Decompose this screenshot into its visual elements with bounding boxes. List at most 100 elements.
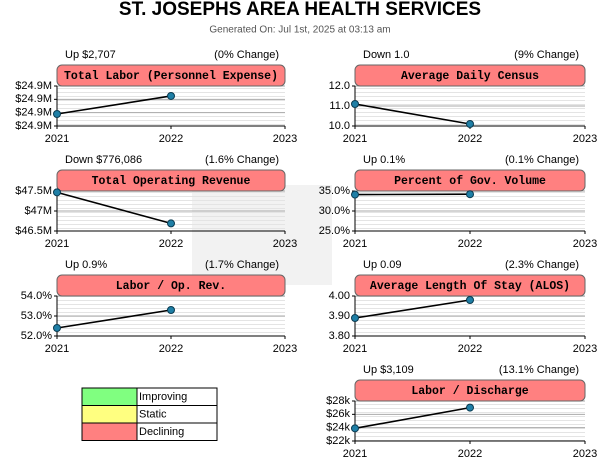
data-point [466,190,474,199]
x-tick-label: 2022 [458,448,482,460]
y-tick-label: $47M [24,205,52,217]
x-tick-label: 2021 [45,343,69,355]
y-tick-label: $46.5M [15,225,52,237]
x-tick-label: 2022 [458,343,482,355]
change-text: Up 0.09 [363,259,402,271]
data-point [466,403,474,412]
change-percent: (2.3% Change) [505,259,579,271]
chart-title: Total Operating Revenue [92,175,251,188]
data-point [351,190,359,199]
x-tick-label: 2023 [573,343,597,355]
y-tick-label: 54.0% [21,290,52,302]
x-tick-label: 2022 [159,238,183,250]
data-line [354,299,471,319]
header-box [56,274,286,297]
y-tick-label: 11.0 [329,100,350,112]
y-tick-label: 3.90 [329,310,350,322]
data-point [466,120,474,128]
y-tick-label: $26k [326,408,350,420]
y-tick-label: $47.5M [15,185,52,197]
change-percent: (1.7% Change) [205,259,279,271]
change-text: Up $2,707 [65,49,116,61]
change-percent: (0.1% Change) [505,154,579,166]
data-line [354,103,471,125]
change-percent: (0% Change) [214,49,279,61]
x-tick-label: 2021 [343,448,367,460]
x-tick-label: 2023 [573,238,597,250]
change-text: Down 1.0 [363,49,409,61]
y-tick-label: $24.9M [15,80,52,92]
x-tick-label: 2022 [458,133,482,145]
y-tick-label: $28k [326,395,350,407]
header-box [56,169,286,192]
y-tick-label: 10.0 [329,120,350,132]
legend-swatch [81,422,138,441]
y-tick-label: 3.80 [329,330,350,342]
change-text: Down $776,086 [65,154,142,166]
x-tick-label: 2022 [458,238,482,250]
data-point [466,296,474,304]
y-tick-label: $24.9M [15,107,52,119]
data-point [351,424,359,433]
y-tick-label: $22k [326,435,350,447]
y-tick-label: 12.0 [329,80,350,92]
y-tick-label: $24.9M [15,93,52,105]
x-tick-label: 2022 [159,133,183,145]
y-tick-label: $24.9M [15,120,52,132]
chart-title: Percent of Gov. Volume [394,175,546,188]
y-tick-label: $24k [326,422,350,434]
legend-swatch [81,387,138,406]
data-point [167,306,175,314]
data-line [56,191,172,225]
chart-title: Average Length Of Stay (ALOS) [370,280,570,293]
x-tick-label: 2021 [45,238,69,250]
data-point [53,188,61,197]
y-tick-label: 35.0% [319,185,350,197]
y-tick-label: 4.00 [329,290,350,302]
header-box [56,64,286,87]
legend-label: Static [139,408,167,420]
data-point [167,219,175,228]
x-tick-label: 2021 [45,133,69,145]
x-tick-label: 2023 [573,133,597,145]
y-tick-label: 53.0% [21,310,52,322]
change-percent: (13.1% Change) [499,364,579,376]
chart-title: Total Labor (Personnel Expense) [64,70,278,83]
data-point [53,110,61,118]
change-percent: (1.6% Change) [205,154,279,166]
y-tick-label: 25.0% [319,225,350,237]
x-tick-label: 2021 [343,238,367,250]
x-tick-label: 2023 [273,343,297,355]
change-percent: (9% Change) [514,49,579,61]
x-tick-label: 2023 [573,448,597,460]
data-point [167,91,175,100]
header-box [354,64,586,87]
change-text: Up 0.9% [65,259,107,271]
data-line [56,309,172,329]
legend-label: Improving [139,391,187,403]
legend-label: Declining [139,426,184,438]
y-tick-label: 30.0% [319,205,350,217]
y-tick-label: 52.0% [21,330,52,342]
x-tick-label: 2021 [343,133,367,145]
chart-title: Average Daily Census [401,70,539,83]
page-subtitle: Generated On: Jul 1st, 2025 at 03:13 am [209,25,390,36]
change-text: Up 0.1% [363,154,405,166]
legend-swatch [81,405,138,424]
header-box [354,379,586,402]
chart-title: Labor / Discharge [411,385,528,398]
x-tick-label: 2023 [273,238,297,250]
data-point [351,314,359,322]
data-line [56,95,172,115]
data-point [351,100,359,108]
data-point [53,324,61,332]
x-tick-label: 2023 [273,133,297,145]
chart-title: Labor / Op. Rev. [116,280,226,293]
x-tick-label: 2022 [159,343,183,355]
page-title: ST. JOSEPHS AREA HEALTH SERVICES [119,0,481,20]
x-tick-label: 2021 [343,343,367,355]
change-text: Up $3,109 [363,364,414,376]
legend-cell [136,422,218,441]
data-line [354,406,471,430]
